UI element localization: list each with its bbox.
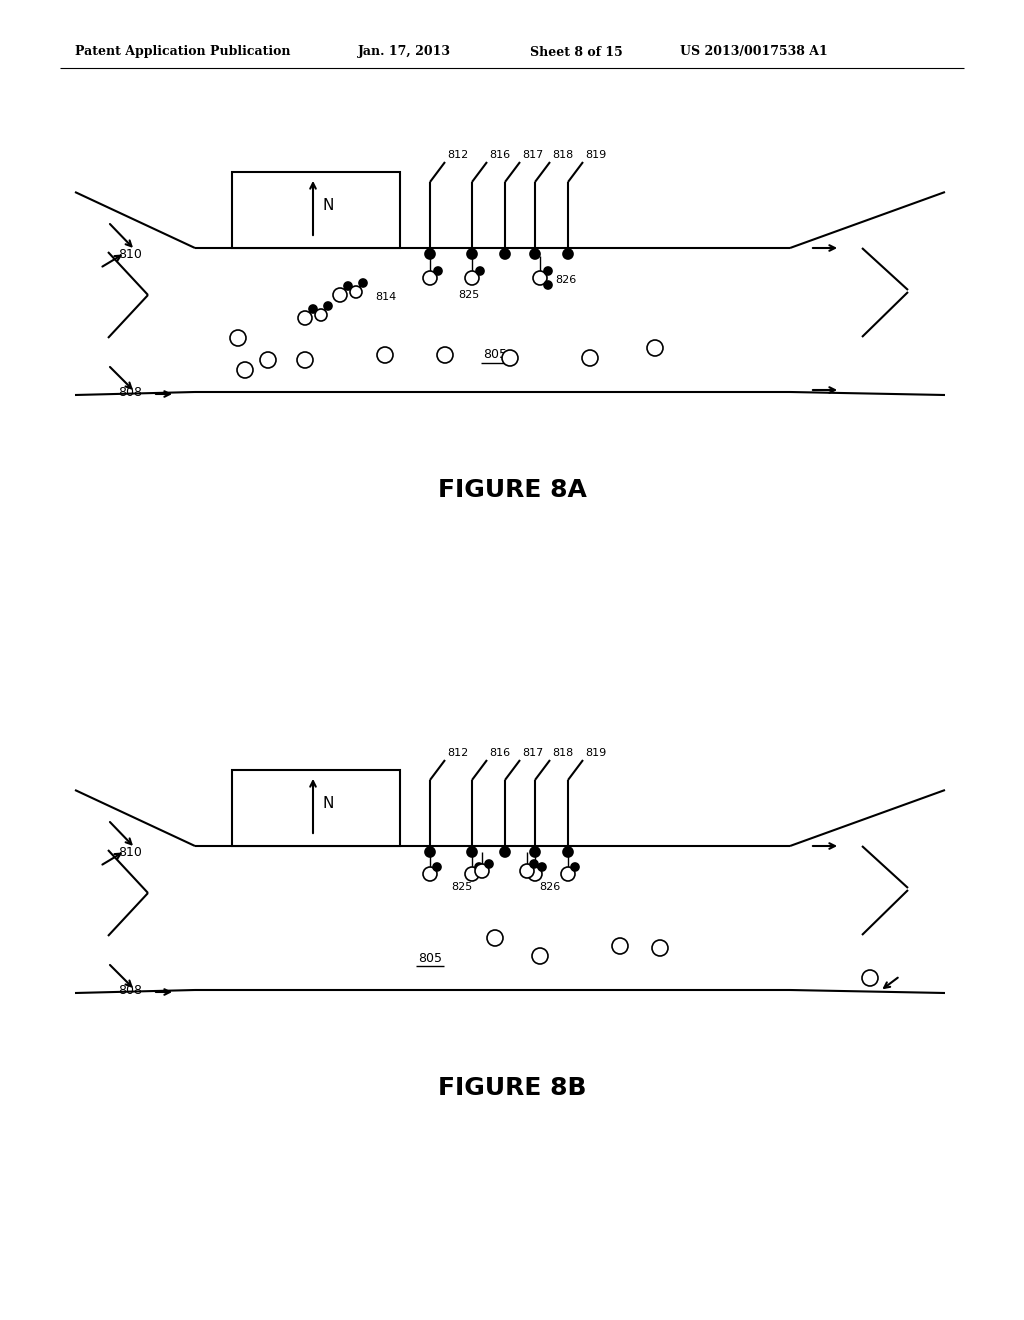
Text: 808: 808 xyxy=(118,387,142,400)
Bar xyxy=(232,172,400,248)
Circle shape xyxy=(652,940,668,956)
Text: 818: 818 xyxy=(552,748,573,758)
Text: 819: 819 xyxy=(585,150,606,160)
Text: 814: 814 xyxy=(375,292,396,302)
Text: 817: 817 xyxy=(522,748,544,758)
Text: 816: 816 xyxy=(489,150,510,160)
Circle shape xyxy=(467,249,477,259)
Circle shape xyxy=(563,249,573,259)
Circle shape xyxy=(425,847,435,857)
Text: 812: 812 xyxy=(447,150,468,160)
Circle shape xyxy=(315,309,327,321)
Circle shape xyxy=(647,341,663,356)
Text: 819: 819 xyxy=(585,748,606,758)
Text: 805: 805 xyxy=(418,952,442,965)
Circle shape xyxy=(324,302,332,310)
Circle shape xyxy=(344,282,352,290)
Circle shape xyxy=(425,249,435,259)
Circle shape xyxy=(544,281,552,289)
Circle shape xyxy=(500,847,510,857)
Circle shape xyxy=(437,347,453,363)
Text: Patent Application Publication: Patent Application Publication xyxy=(75,45,291,58)
Bar xyxy=(232,770,400,846)
Circle shape xyxy=(563,847,573,857)
Circle shape xyxy=(612,939,628,954)
Circle shape xyxy=(530,249,540,259)
Circle shape xyxy=(538,863,546,871)
Circle shape xyxy=(571,863,579,871)
Circle shape xyxy=(520,865,534,878)
Circle shape xyxy=(530,847,540,857)
Circle shape xyxy=(582,350,598,366)
Text: 825: 825 xyxy=(458,290,479,300)
Text: 810: 810 xyxy=(118,248,142,261)
Circle shape xyxy=(530,861,538,869)
Text: Jan. 17, 2013: Jan. 17, 2013 xyxy=(358,45,451,58)
Circle shape xyxy=(333,288,347,302)
Circle shape xyxy=(475,865,489,878)
Text: 826: 826 xyxy=(555,275,577,285)
Circle shape xyxy=(350,286,362,298)
Circle shape xyxy=(309,305,317,313)
Circle shape xyxy=(297,352,313,368)
Text: 808: 808 xyxy=(118,985,142,998)
Circle shape xyxy=(528,867,542,880)
Text: 818: 818 xyxy=(552,150,573,160)
Circle shape xyxy=(485,861,493,869)
Circle shape xyxy=(465,271,479,285)
Circle shape xyxy=(467,847,477,857)
Circle shape xyxy=(532,948,548,964)
Circle shape xyxy=(502,350,518,366)
Text: Sheet 8 of 15: Sheet 8 of 15 xyxy=(530,45,623,58)
Circle shape xyxy=(476,267,484,275)
Circle shape xyxy=(423,271,437,285)
Circle shape xyxy=(465,867,479,880)
Text: US 2013/0017538 A1: US 2013/0017538 A1 xyxy=(680,45,827,58)
Circle shape xyxy=(377,347,393,363)
Circle shape xyxy=(475,863,483,871)
Circle shape xyxy=(434,267,442,275)
Circle shape xyxy=(298,312,312,325)
Text: 825: 825 xyxy=(452,882,473,892)
Circle shape xyxy=(534,271,547,285)
Circle shape xyxy=(862,970,878,986)
Text: N: N xyxy=(322,198,334,213)
Text: 826: 826 xyxy=(540,882,560,892)
Circle shape xyxy=(544,267,552,275)
Text: FIGURE 8A: FIGURE 8A xyxy=(437,478,587,502)
Text: 810: 810 xyxy=(118,846,142,859)
Text: 816: 816 xyxy=(489,748,510,758)
Text: 817: 817 xyxy=(522,150,544,160)
Circle shape xyxy=(500,249,510,259)
Text: 812: 812 xyxy=(447,748,468,758)
Circle shape xyxy=(260,352,276,368)
Circle shape xyxy=(237,362,253,378)
Circle shape xyxy=(423,867,437,880)
Circle shape xyxy=(487,931,503,946)
Text: FIGURE 8B: FIGURE 8B xyxy=(437,1076,587,1100)
Text: N: N xyxy=(322,796,334,810)
Circle shape xyxy=(230,330,246,346)
Circle shape xyxy=(433,863,441,871)
Circle shape xyxy=(359,279,367,286)
Circle shape xyxy=(561,867,575,880)
Text: 805: 805 xyxy=(483,348,507,362)
